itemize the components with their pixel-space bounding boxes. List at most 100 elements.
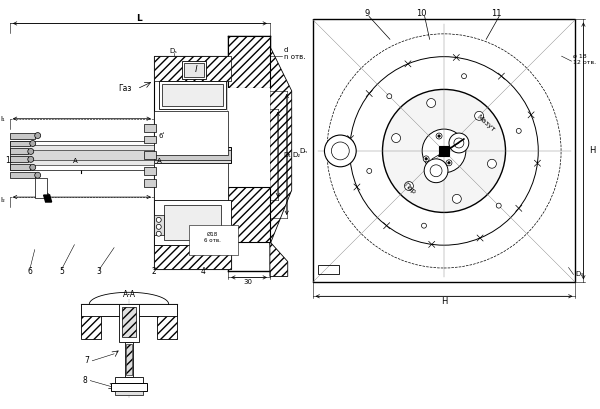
Circle shape [422, 129, 466, 173]
Text: I₂: I₂ [0, 197, 5, 203]
Text: 9: 9 [364, 9, 370, 18]
Circle shape [404, 182, 413, 191]
Text: H: H [441, 297, 447, 306]
Bar [10, 146, 154, 165]
Text: H: H [589, 146, 596, 155]
Bar [154, 56, 231, 270]
Circle shape [421, 223, 427, 228]
Bar [10, 148, 28, 154]
Bar [154, 200, 231, 245]
Bar [10, 172, 35, 178]
Bar [10, 151, 154, 160]
Bar [144, 179, 156, 187]
Text: A: A [157, 158, 161, 164]
Text: 2: 2 [151, 267, 156, 276]
Text: l: l [194, 65, 197, 74]
Text: 10: 10 [416, 9, 427, 18]
Bar [154, 111, 228, 155]
Text: 6: 6 [28, 267, 32, 276]
Text: D₃: D₃ [575, 272, 583, 277]
Text: 5: 5 [59, 267, 64, 276]
Text: Мазут: Мазут [475, 113, 496, 133]
Circle shape [436, 133, 442, 139]
Bar [228, 88, 270, 187]
Circle shape [156, 231, 161, 236]
Bar [115, 391, 143, 395]
Bar [10, 141, 30, 146]
Bar [144, 124, 156, 132]
Circle shape [30, 141, 36, 146]
Bar [144, 151, 156, 160]
Circle shape [425, 157, 427, 160]
Text: d
n отв.: d n отв. [284, 47, 305, 60]
Text: A-A: A-A [122, 290, 136, 299]
Bar [144, 167, 156, 175]
Text: Dₙ: Dₙ [299, 148, 308, 154]
Circle shape [367, 169, 372, 173]
Text: Dₛ: Dₛ [170, 48, 178, 54]
Circle shape [30, 164, 36, 170]
Text: 6ʹ: 6ʹ [158, 133, 165, 139]
Circle shape [475, 111, 484, 120]
Bar [125, 342, 133, 377]
Circle shape [28, 156, 34, 162]
Text: 7: 7 [85, 356, 89, 365]
Bar [154, 56, 231, 81]
Bar [10, 164, 30, 170]
Bar [122, 307, 136, 337]
Circle shape [446, 160, 452, 166]
Circle shape [424, 159, 448, 183]
Circle shape [430, 165, 442, 177]
Circle shape [392, 134, 401, 143]
Polygon shape [270, 46, 292, 245]
Bar [154, 151, 231, 160]
Bar [164, 205, 221, 240]
Text: 30: 30 [244, 279, 253, 285]
Bar [228, 187, 270, 242]
Bar [126, 344, 132, 375]
Bar [111, 382, 147, 391]
Circle shape [35, 133, 41, 139]
Bar [10, 141, 154, 170]
Text: Пар: Пар [402, 182, 416, 196]
Circle shape [496, 203, 501, 208]
Circle shape [156, 218, 161, 222]
Bar [115, 377, 143, 382]
Text: 4: 4 [201, 267, 206, 276]
Bar [10, 156, 28, 162]
Text: D₁: D₁ [284, 153, 292, 158]
Bar [82, 304, 176, 316]
Circle shape [516, 128, 521, 133]
Circle shape [449, 133, 469, 153]
Bar [228, 36, 270, 88]
Text: A: A [73, 158, 77, 164]
Circle shape [438, 135, 440, 137]
Text: Газ: Газ [119, 84, 132, 93]
Bar [313, 20, 575, 282]
Circle shape [387, 94, 392, 99]
Circle shape [487, 159, 496, 168]
Bar [154, 148, 231, 163]
Circle shape [454, 138, 464, 148]
Bar [162, 84, 223, 106]
Circle shape [427, 99, 436, 108]
Bar [10, 133, 35, 139]
Text: I₁: I₁ [0, 116, 5, 121]
Text: Ø18
6 отв.: Ø18 6 отв. [204, 232, 221, 243]
Bar [317, 265, 340, 274]
Circle shape [156, 225, 161, 229]
Bar [154, 245, 231, 270]
Polygon shape [270, 46, 292, 245]
Bar [184, 63, 205, 77]
Bar [182, 61, 206, 79]
Bar [154, 215, 164, 235]
Circle shape [382, 90, 506, 212]
Text: D₂: D₂ [293, 153, 301, 158]
Circle shape [423, 156, 429, 162]
Bar [144, 135, 156, 144]
Bar [188, 225, 238, 255]
Text: 3: 3 [97, 267, 101, 276]
Circle shape [461, 74, 467, 79]
Circle shape [325, 135, 356, 167]
Text: L: L [136, 14, 142, 23]
